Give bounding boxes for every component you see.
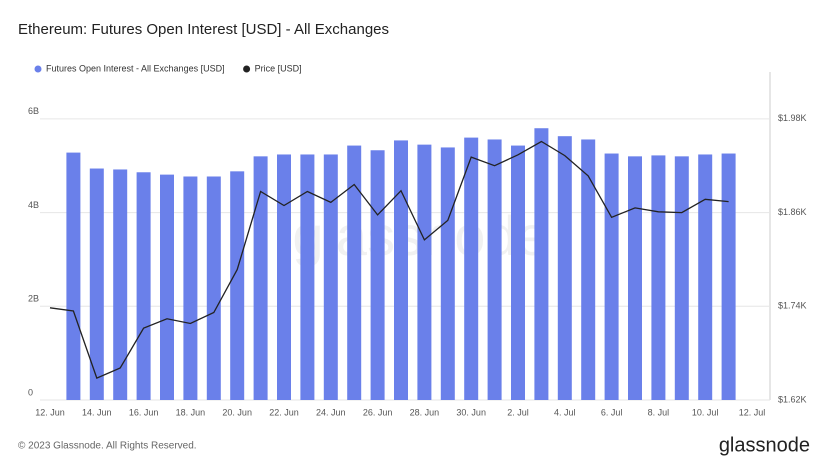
- legend-label: Price [USD]: [255, 63, 302, 73]
- bar: [604, 153, 619, 400]
- x-tick-label: 28. Jun: [410, 407, 440, 417]
- bar: [581, 139, 596, 400]
- bar: [417, 144, 432, 400]
- bar: [534, 128, 549, 400]
- y-tick-label: 0: [28, 387, 33, 397]
- x-tick-label: 30. Jun: [456, 407, 486, 417]
- chart-title: Ethereum: Futures Open Interest [USD] - …: [18, 21, 389, 38]
- bar: [674, 156, 689, 400]
- price-line: [49, 140, 729, 379]
- x-tick-label: 12. Jun: [35, 407, 65, 417]
- x-tick-label: 14. Jun: [82, 407, 112, 417]
- bar: [230, 171, 245, 400]
- x-tick-label: 6. Jul: [601, 407, 623, 417]
- x-tick-label: 16. Jun: [129, 407, 159, 417]
- y2-tick-label: $1.98K: [778, 113, 807, 123]
- x-tick-label: 18. Jun: [176, 407, 206, 417]
- bar: [160, 174, 174, 400]
- x-tick-label: 8. Jul: [648, 407, 670, 417]
- bar: [323, 154, 338, 400]
- x-tick-label: 4. Jul: [554, 407, 576, 417]
- bar: [394, 140, 408, 400]
- bar: [628, 156, 642, 400]
- y2-tick-label: $1.86K: [778, 207, 807, 217]
- brand-logo: glassnode: [719, 434, 810, 456]
- bar: [440, 147, 455, 400]
- x-tick-label: 20. Jun: [222, 407, 252, 417]
- bar: [347, 145, 362, 400]
- footer: © 2023 Glassnode. All Rights Reserved.: [18, 441, 197, 452]
- bar: [136, 172, 151, 400]
- bar: [557, 136, 572, 401]
- bar: [464, 137, 479, 400]
- y-tick-label: 6B: [28, 106, 39, 116]
- legend-label: Futures Open Interest - All Exchanges [U…: [46, 63, 225, 73]
- y-tick-label: 2B: [28, 294, 39, 304]
- x-tick-label: 22. Jun: [269, 407, 299, 417]
- bar: [206, 176, 221, 400]
- bar: [300, 154, 315, 400]
- bar: [66, 152, 81, 400]
- bar: [277, 154, 291, 400]
- y2-tick-label: $1.74K: [778, 301, 807, 311]
- bar: [183, 176, 198, 400]
- x-tick-label: 26. Jun: [363, 407, 393, 417]
- legend-swatch: [34, 65, 42, 73]
- x-tick-label: 12. Jul: [739, 407, 766, 417]
- bar: [651, 155, 666, 400]
- bar: [698, 154, 713, 400]
- legend-swatch: [243, 65, 251, 73]
- bar: [253, 156, 268, 400]
- bar: [487, 139, 502, 400]
- bar: [113, 169, 128, 400]
- x-tick-label: 10. Jul: [692, 407, 719, 417]
- bar: [370, 150, 385, 400]
- bar: [89, 168, 104, 400]
- bar: [511, 145, 525, 400]
- y-tick-label: 4B: [28, 200, 39, 210]
- bar: [721, 153, 736, 400]
- y2-tick-label: $1.62K: [778, 394, 807, 404]
- x-tick-label: 24. Jun: [316, 407, 346, 417]
- x-tick-label: 2. Jul: [507, 407, 529, 417]
